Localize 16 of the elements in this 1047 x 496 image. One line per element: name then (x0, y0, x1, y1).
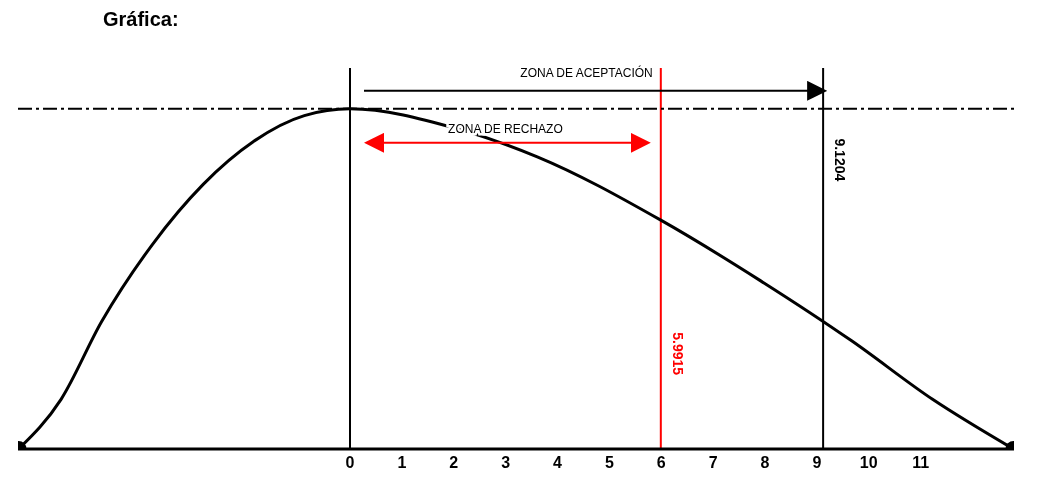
x-tick-label: 1 (397, 454, 407, 472)
x-tick-label: 2 (449, 454, 459, 472)
x-tick-label: 9 (812, 454, 822, 472)
x-tick-label: 6 (656, 454, 666, 472)
x-tick-label: 4 (553, 454, 563, 472)
x-tick-label: 7 (708, 454, 718, 472)
x-tick-label: 8 (760, 454, 770, 472)
ref-line-label: 9.1204 (832, 138, 849, 182)
x-tick-label: 3 (501, 454, 511, 472)
x-tick-label: 5 (604, 454, 614, 472)
chart-title: Gráfica: (103, 8, 179, 31)
text: ZONA DE ACEPTACIÓN (520, 64, 653, 80)
x-tick-label: 11 (912, 454, 930, 472)
x-tick-label: 0 (345, 454, 355, 472)
ref-line-label: 5.9915 (669, 332, 686, 376)
x-tick-label: 10 (859, 454, 878, 472)
